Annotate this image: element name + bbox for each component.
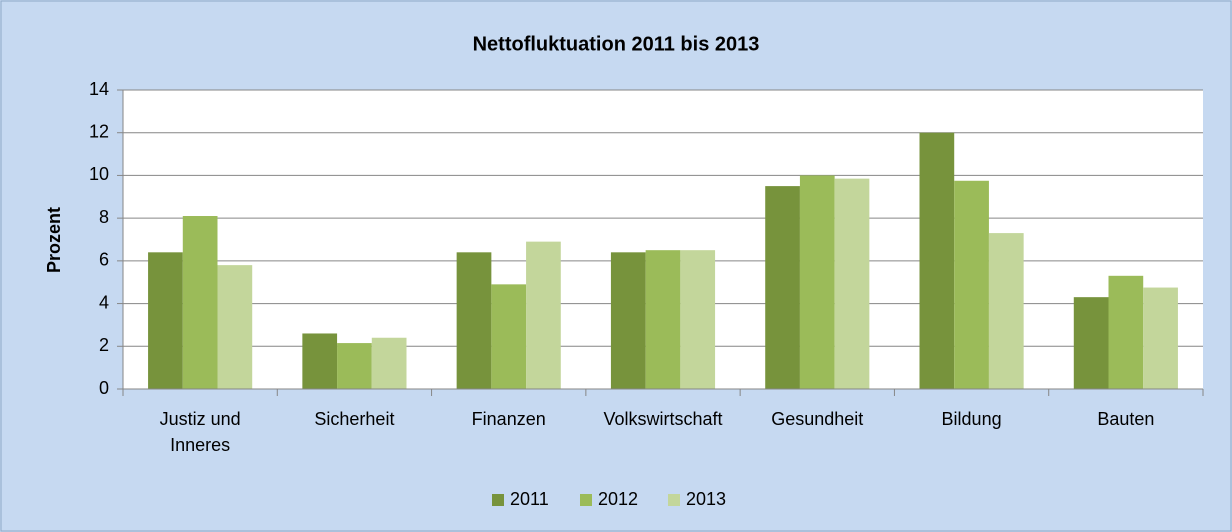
- bar: [799, 175, 835, 389]
- chart-title: Nettofluktuation 2011 bis 2013: [473, 33, 760, 55]
- bar: [645, 250, 681, 389]
- legend-label: 2012: [598, 489, 638, 509]
- bar: [217, 265, 253, 389]
- bar: [526, 241, 561, 389]
- x-tick-label: Justiz und Inneres: [159, 409, 241, 455]
- y-tick-label: 6: [99, 250, 109, 270]
- x-tick-label: Bildung: [941, 409, 1002, 429]
- bar: [371, 337, 407, 389]
- y-tick-label: 0: [99, 378, 109, 398]
- bar: [302, 333, 338, 389]
- legend-label: 2011: [510, 489, 549, 509]
- bar: [765, 186, 800, 389]
- bar: [491, 284, 527, 389]
- x-tick-label: Finanzen: [471, 409, 546, 429]
- x-tick-label: Bauten: [1097, 409, 1155, 429]
- y-tick-label: 10: [89, 164, 109, 184]
- bar: [1143, 287, 1178, 389]
- bar: [610, 252, 646, 389]
- bar: [1073, 297, 1109, 389]
- bar: [456, 252, 492, 389]
- legend-swatch: [580, 494, 592, 506]
- bar: [988, 233, 1024, 389]
- y-tick-label: 8: [99, 207, 109, 227]
- bar: [337, 343, 372, 389]
- y-tick-label: 4: [99, 292, 109, 312]
- y-tick-label: 2: [99, 335, 109, 355]
- bar: [834, 178, 870, 389]
- y-axis-label: Prozent: [44, 207, 64, 273]
- legend-label: 2013: [686, 489, 726, 509]
- legend-swatch: [668, 494, 680, 506]
- x-tick-label: Sicherheit: [314, 409, 395, 429]
- bar: [954, 180, 989, 389]
- x-tick-label: Volkswirtschaft: [603, 409, 723, 429]
- bar: [680, 250, 716, 389]
- bar: [182, 216, 218, 389]
- y-tick-label: 12: [89, 121, 109, 141]
- bar: [919, 132, 955, 389]
- legend-swatch: [492, 494, 504, 506]
- y-tick-label: 14: [89, 79, 109, 99]
- bar: [1108, 275, 1144, 389]
- x-tick-label: Gesundheit: [771, 409, 864, 429]
- bar: [148, 252, 183, 389]
